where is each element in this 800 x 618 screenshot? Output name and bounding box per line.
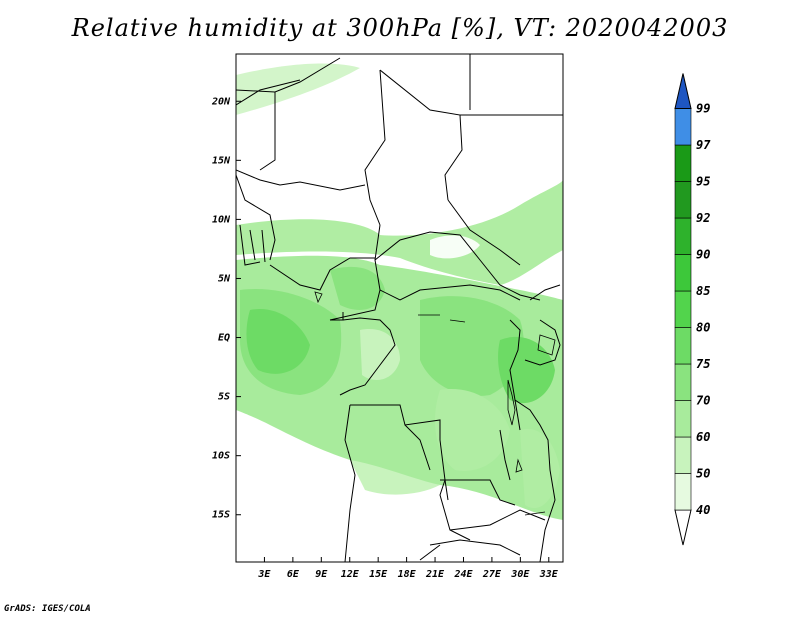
colorbar-swatch xyxy=(674,473,692,511)
lat-tick-label: 15S xyxy=(212,510,230,521)
colorbar-label: 70 xyxy=(696,394,710,408)
colorbar-label: 90 xyxy=(696,248,710,262)
colorbar-swatch xyxy=(674,436,692,474)
lat-tick-label: 20N xyxy=(211,96,231,107)
lat-tick-label: 5S xyxy=(218,392,230,403)
lat-tick-label: EQ xyxy=(218,333,230,344)
colorbar-label: 97 xyxy=(696,138,711,152)
colorbar-lower-triangle xyxy=(674,509,692,546)
lon-tick-label: 33E xyxy=(539,569,559,580)
colorbar-label: 85 xyxy=(696,284,710,298)
colorbar-swatch xyxy=(674,363,692,401)
colorbar-swatch xyxy=(674,217,692,255)
lon-tick-label: 6E xyxy=(287,569,300,580)
lat-tick-label: 10N xyxy=(212,214,231,225)
lon-tick-label: 15E xyxy=(369,569,388,580)
lon-tick-label: 30E xyxy=(510,569,530,580)
colorbar: 40 50 60 70 75 80 85 90 92 95 97 99 xyxy=(674,73,711,546)
lakes xyxy=(314,291,556,516)
lat-tick-label: 15N xyxy=(212,155,231,166)
map-frame xyxy=(235,53,564,563)
colorbar-label: 80 xyxy=(696,321,710,335)
colorbar-label: 99 xyxy=(696,102,710,116)
lon-tick-label: 27E xyxy=(482,569,502,580)
colorbar-swatch xyxy=(674,290,692,328)
colorbar-label: 92 xyxy=(696,211,710,225)
country-borders xyxy=(236,54,563,562)
lat-tick-label: 5N xyxy=(218,273,231,284)
credit-label: GrADS: IGES/COLA xyxy=(4,604,91,614)
chart-title: Relative humidity at 300hPa [%], VT: 202… xyxy=(71,14,729,42)
colorbar-label: 40 xyxy=(696,503,710,517)
colorbar-swatch xyxy=(674,144,692,182)
colorbar-swatch xyxy=(674,108,692,146)
colorbar-label: 50 xyxy=(696,467,710,481)
colorbar-label: 75 xyxy=(696,357,710,371)
lon-tick-label: 18E xyxy=(398,569,417,580)
colorbar-swatch xyxy=(674,181,692,219)
colorbar-swatch xyxy=(674,327,692,365)
latitude-axis: 20N 15N 10N 5N EQ 5S 10S 15S xyxy=(211,96,241,521)
colorbar-swatch xyxy=(674,254,692,292)
lon-tick-label: 21E xyxy=(425,569,445,580)
lon-tick-label: 24E xyxy=(453,569,473,580)
lon-tick-label: 12E xyxy=(341,569,360,580)
colorbar-label: 95 xyxy=(696,175,710,189)
lon-tick-label: 9E xyxy=(315,569,328,580)
longitude-axis: 3E 6E 9E 12E 15E 18E 21E 24E 27E 30E 33E xyxy=(257,557,559,580)
lon-tick-label: 3E xyxy=(257,569,271,580)
colorbar-swatch xyxy=(674,400,692,438)
colorbar-label: 60 xyxy=(696,430,710,444)
lat-tick-label: 10S xyxy=(212,451,230,462)
colorbar-upper-triangle xyxy=(674,73,692,109)
